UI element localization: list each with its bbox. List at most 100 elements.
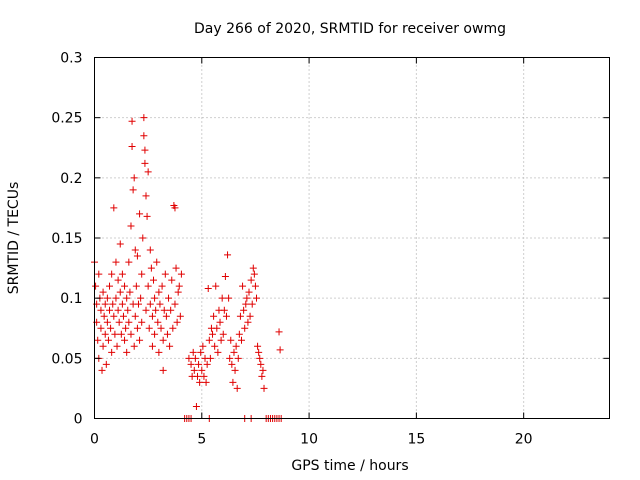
data-point bbox=[131, 246, 139, 254]
y-tick-label: 0.15 bbox=[51, 231, 82, 247]
data-point bbox=[260, 384, 268, 392]
data-point bbox=[141, 159, 149, 167]
data-point bbox=[163, 330, 171, 338]
data-point bbox=[101, 330, 109, 338]
data-points bbox=[91, 114, 285, 422]
data-point bbox=[126, 288, 134, 296]
data-point bbox=[234, 354, 242, 362]
data-point bbox=[123, 294, 131, 302]
data-point bbox=[239, 282, 247, 290]
data-point bbox=[102, 360, 110, 368]
data-point bbox=[119, 312, 127, 320]
data-point bbox=[240, 306, 248, 314]
data-point bbox=[117, 330, 125, 338]
data-point bbox=[154, 318, 162, 326]
data-point bbox=[148, 342, 156, 350]
y-tick-label: 0.2 bbox=[60, 171, 82, 187]
data-point bbox=[103, 318, 111, 326]
data-point bbox=[142, 306, 150, 314]
data-point bbox=[132, 282, 140, 290]
data-point bbox=[213, 324, 221, 332]
data-point bbox=[109, 300, 117, 308]
data-point bbox=[258, 372, 266, 380]
data-point bbox=[145, 324, 153, 332]
data-point bbox=[115, 318, 123, 326]
data-point bbox=[231, 366, 239, 374]
data-point bbox=[110, 312, 118, 320]
data-point bbox=[166, 342, 174, 350]
data-point bbox=[219, 330, 227, 338]
data-point bbox=[220, 306, 228, 314]
data-point bbox=[139, 234, 147, 242]
data-point bbox=[209, 330, 217, 338]
data-point bbox=[245, 288, 253, 296]
data-point bbox=[108, 270, 116, 278]
data-point bbox=[151, 330, 159, 338]
data-point bbox=[158, 282, 166, 290]
data-point bbox=[257, 360, 265, 368]
data-point bbox=[151, 294, 159, 302]
data-point bbox=[133, 324, 141, 332]
data-point bbox=[172, 264, 180, 272]
data-point bbox=[121, 336, 129, 344]
data-point bbox=[148, 312, 156, 320]
data-point bbox=[161, 270, 169, 278]
data-point bbox=[228, 360, 236, 368]
data-point bbox=[192, 402, 200, 410]
data-point bbox=[189, 348, 197, 356]
data-point bbox=[233, 384, 241, 392]
data-point bbox=[204, 285, 212, 293]
data-point bbox=[197, 348, 205, 356]
data-point bbox=[235, 330, 243, 338]
data-point bbox=[159, 336, 167, 344]
data-point bbox=[224, 251, 232, 259]
data-point bbox=[97, 306, 105, 314]
data-point bbox=[128, 143, 136, 151]
data-point bbox=[168, 276, 176, 284]
data-point bbox=[275, 328, 283, 336]
data-point bbox=[216, 318, 224, 326]
data-point bbox=[127, 222, 135, 230]
data-point bbox=[125, 318, 133, 326]
data-point bbox=[114, 276, 122, 284]
x-tick-label: 5 bbox=[197, 432, 206, 448]
data-point bbox=[256, 354, 264, 362]
data-point bbox=[138, 270, 146, 278]
data-point bbox=[187, 360, 195, 368]
data-point bbox=[156, 300, 164, 308]
data-point bbox=[110, 204, 118, 212]
data-point bbox=[195, 360, 203, 368]
grid-lines bbox=[94, 57, 610, 419]
data-point bbox=[236, 312, 244, 320]
data-point bbox=[104, 336, 112, 344]
data-point bbox=[122, 324, 130, 332]
data-point bbox=[137, 294, 145, 302]
data-point bbox=[140, 114, 148, 122]
data-point bbox=[101, 300, 109, 308]
data-point bbox=[98, 366, 106, 374]
data-point bbox=[175, 282, 183, 290]
data-point bbox=[112, 258, 120, 266]
x-tick-label: 0 bbox=[90, 432, 99, 448]
data-point bbox=[194, 372, 201, 380]
data-point bbox=[118, 300, 126, 308]
data-point bbox=[167, 306, 175, 314]
data-point bbox=[251, 282, 259, 290]
data-point bbox=[250, 270, 258, 278]
data-point bbox=[140, 132, 148, 140]
data-point bbox=[92, 282, 100, 290]
data-point bbox=[171, 204, 179, 212]
data-point bbox=[146, 246, 154, 254]
y-tick-label: 0.05 bbox=[51, 351, 82, 367]
data-point bbox=[157, 324, 165, 332]
data-point bbox=[165, 294, 173, 302]
data-point bbox=[276, 346, 284, 354]
data-point bbox=[173, 318, 181, 326]
data-point bbox=[127, 330, 135, 338]
data-point bbox=[155, 348, 163, 356]
data-point bbox=[129, 186, 137, 194]
data-point bbox=[99, 288, 107, 296]
data-point bbox=[243, 294, 251, 302]
data-point bbox=[206, 354, 214, 362]
